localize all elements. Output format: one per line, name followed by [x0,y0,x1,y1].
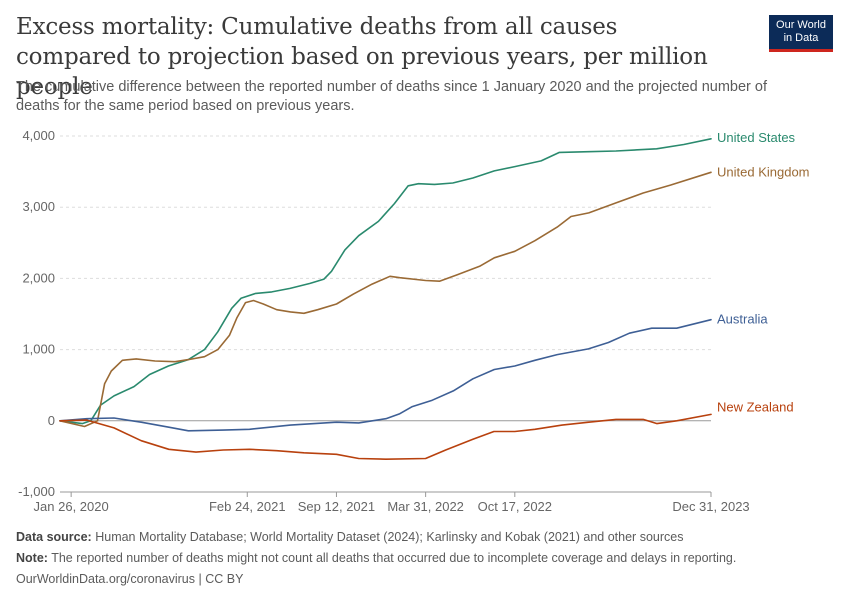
data-source: Data source: Human Mortality Database; W… [16,529,816,545]
data-source-label: Data source: [16,530,92,544]
y-tick-label: 0 [48,413,55,428]
x-tick-label: Mar 31, 2022 [387,499,464,514]
series-line-australia[interactable] [59,318,712,432]
y-tick-label: 2,000 [22,270,55,285]
note-text: The reported number of deaths might not … [51,551,737,565]
series-labels: United States United Kingdom Australia New … [717,130,810,415]
series-lines [59,138,712,460]
series-line-united-states[interactable] [59,138,712,425]
y-tick-label: 1,000 [22,342,55,357]
series-label-new-zealand[interactable]: New Zealand [717,399,794,414]
series-line-new-zealand[interactable] [59,413,712,460]
x-tick-label: Feb 24, 2021 [209,499,286,514]
note-label: Note: [16,551,48,565]
y-axis: -1,000 0 1,000 2,000 3,000 4,000 [18,128,55,499]
note: Note: The reported number of deaths migh… [16,550,816,566]
grid-lines [60,135,711,493]
series-line-united-kingdom[interactable] [59,171,712,428]
chart-subtitle: The cumulative difference between the re… [16,79,767,114]
footer-url-text[interactable]: OurWorldinData.org/coronavirus | CC BY [16,572,244,586]
logo-line-2: in Data [783,32,819,44]
series-label-united-states[interactable]: United States [717,130,796,145]
x-tick-label: Dec 31, 2023 [672,499,749,514]
series-label-australia[interactable]: Australia [717,312,768,327]
y-tick-label: 4,000 [22,128,55,143]
footer-url[interactable]: OurWorldinData.org/coronavirus | CC BY [16,571,243,587]
x-tick-label: Sep 12, 2021 [298,499,375,514]
y-tick-label: -1,000 [18,484,55,499]
x-tick-label: Jan 26, 2020 [34,499,109,514]
data-source-text: Human Mortality Database; World Mortalit… [95,530,684,544]
series-label-united-kingdom[interactable]: United Kingdom [717,164,810,179]
x-tick-label: Oct 17, 2022 [478,499,552,514]
x-axis: Jan 26, 2020 Feb 24, 2021 Sep 12, 2021 Mar … [34,491,750,514]
y-tick-label: 3,000 [22,199,55,214]
chart-title: Excess mortality: Cumulative deaths from… [16,14,708,100]
logo-line-1: Our World [776,19,826,31]
owid-logo[interactable]: Our World in Data [769,15,833,52]
